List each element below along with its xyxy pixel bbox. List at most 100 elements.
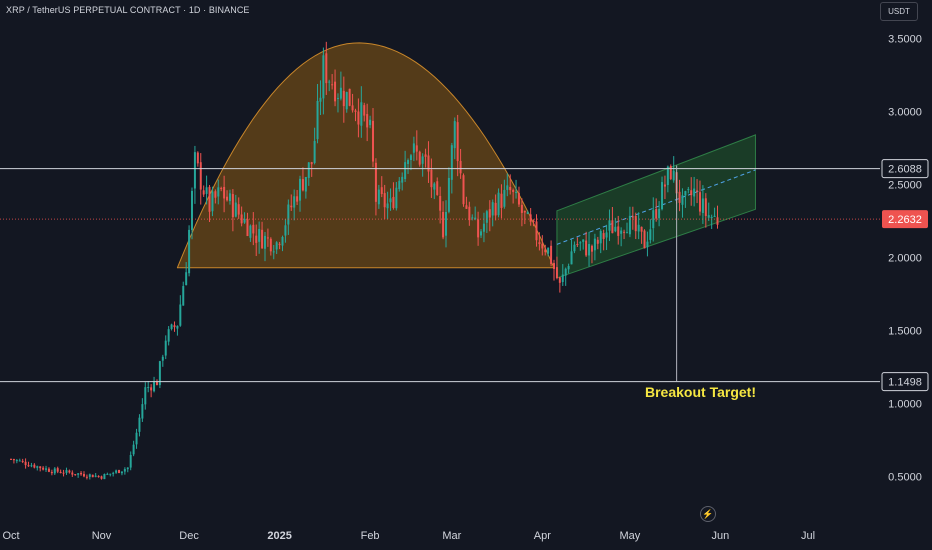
candle-body: [287, 204, 290, 225]
candle-body: [611, 220, 614, 234]
candle-body: [503, 189, 506, 207]
candle-body: [109, 473, 112, 475]
candle-body: [366, 114, 369, 128]
candle-body: [272, 251, 275, 253]
candle-body: [112, 472, 115, 474]
candle-body: [336, 97, 339, 99]
candle-body: [377, 189, 380, 205]
candle-body: [500, 193, 503, 208]
candle-body: [617, 226, 620, 236]
price-label: 2.2632: [888, 214, 922, 226]
candle-body: [661, 182, 664, 210]
candle-body: [544, 249, 547, 253]
candle-body: [199, 162, 202, 190]
candle-body: [141, 404, 144, 419]
candlestick-series: [10, 41, 719, 480]
candle-body: [158, 361, 161, 386]
candle-body: [444, 211, 447, 236]
candle-body: [217, 187, 220, 197]
candle-body: [649, 229, 652, 240]
candle-body: [33, 464, 36, 468]
y-tick-label: 1.5000: [888, 326, 922, 338]
candle-body: [30, 465, 33, 467]
x-tick-label: 2025: [267, 530, 291, 542]
candle-body: [561, 274, 564, 282]
candle-body: [27, 465, 30, 467]
candle-body: [106, 473, 109, 475]
candle-body: [541, 243, 544, 249]
candle-body: [161, 356, 164, 361]
candle-body: [205, 187, 208, 194]
candle-body: [144, 387, 147, 405]
candle-body: [56, 468, 59, 472]
candle-body: [115, 470, 118, 473]
candle-body: [299, 178, 302, 201]
candle-body: [24, 461, 27, 466]
price-label-box: [881, 372, 929, 392]
candle-body: [515, 191, 518, 193]
y-tick-label: 2.5000: [888, 180, 922, 192]
candle-body: [331, 84, 334, 86]
candle-body: [342, 90, 345, 107]
candle-body: [196, 152, 199, 164]
candle-body: [284, 225, 287, 236]
candle-body: [620, 230, 623, 234]
x-tick-label: Jul: [801, 530, 815, 542]
candle-body: [176, 325, 179, 329]
candle-body: [628, 215, 631, 235]
candle-body: [693, 188, 696, 197]
candle-body: [296, 196, 299, 202]
candle-body: [316, 100, 319, 140]
price-label: 1.1498: [888, 377, 922, 389]
candle-body: [690, 190, 693, 196]
candle-body: [135, 432, 138, 445]
candle-body: [520, 204, 523, 213]
candle-body: [15, 460, 18, 462]
candle-body: [517, 193, 520, 205]
candle-body: [82, 474, 85, 477]
candle-body: [266, 237, 269, 239]
candle-body: [465, 205, 468, 209]
candle-body: [415, 145, 418, 152]
dome-pattern-shape: [176, 42, 555, 269]
candle-body: [68, 470, 71, 473]
candle-body: [170, 324, 173, 329]
price-label-box: [882, 210, 928, 229]
candle-body: [53, 468, 56, 474]
candle-body: [570, 251, 573, 265]
candle-body: [555, 267, 558, 278]
candle-body: [348, 88, 351, 106]
candle-body: [407, 160, 410, 165]
candle-body: [669, 166, 672, 180]
candle-body: [585, 240, 588, 256]
candle-body: [672, 170, 675, 181]
candle-body: [249, 225, 252, 238]
candle-body: [398, 180, 401, 190]
candle-body: [608, 220, 611, 231]
candle-body: [605, 232, 608, 238]
candle-body: [532, 220, 535, 222]
candle-body: [47, 468, 50, 472]
candle-body: [147, 387, 150, 389]
candle-body: [494, 202, 497, 216]
candle-body: [354, 110, 357, 112]
candle-body: [310, 162, 313, 165]
candle-body: [716, 217, 719, 225]
candle-body: [497, 192, 500, 216]
currency-unit-button[interactable]: USDT: [880, 2, 918, 21]
candle-body: [155, 381, 158, 386]
candle-body: [307, 162, 310, 178]
candle-body: [21, 460, 24, 462]
candle-body: [173, 325, 176, 328]
lightning-icon[interactable]: ⚡: [700, 506, 716, 522]
candle-body: [153, 381, 156, 392]
candle-body: [228, 193, 231, 202]
candle-body: [482, 223, 485, 232]
candle-body: [281, 237, 284, 246]
candle-body: [246, 219, 249, 237]
candle-body: [704, 198, 707, 216]
candle-body: [698, 192, 701, 212]
candle-body: [275, 242, 278, 250]
candle-body: [430, 169, 433, 188]
